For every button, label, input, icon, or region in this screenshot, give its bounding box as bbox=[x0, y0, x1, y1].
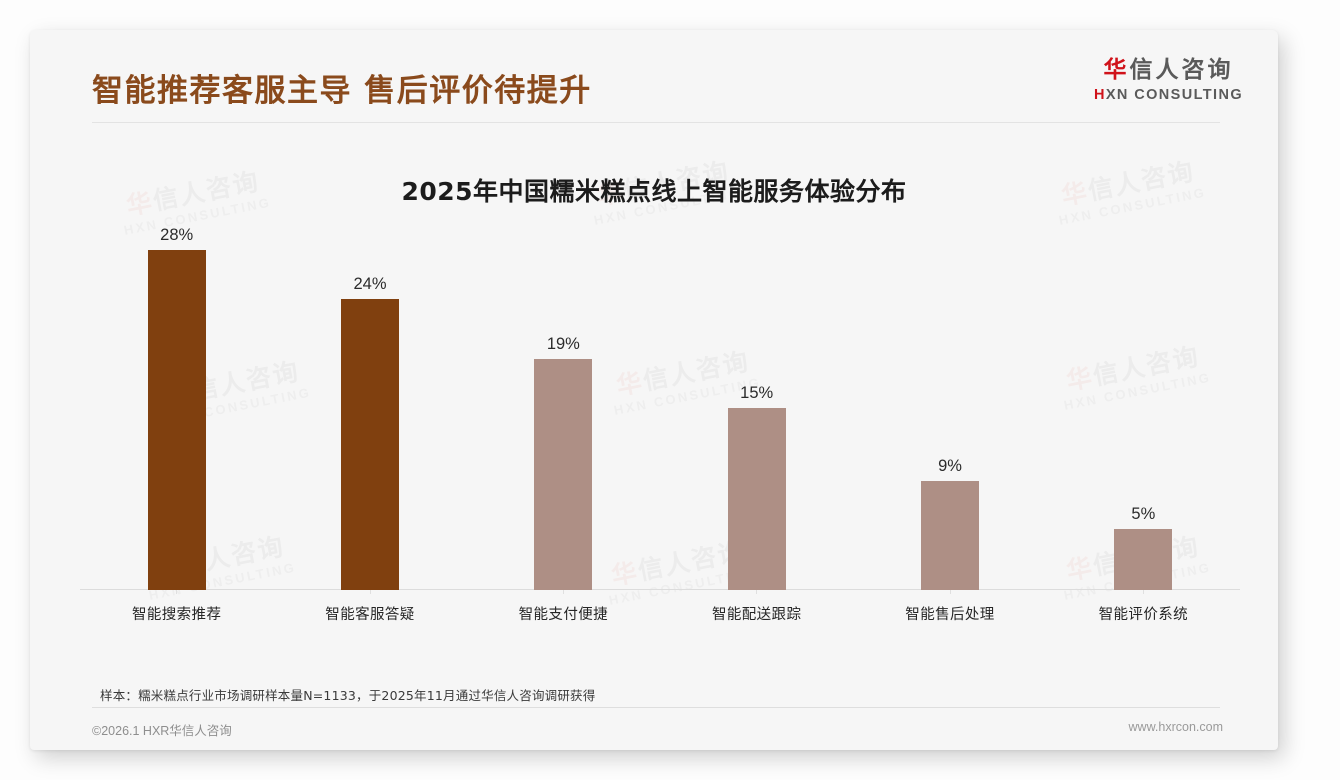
company-logo: 华信人咨询 HXN CONSULTING bbox=[1094, 50, 1243, 103]
logo-en-red: H bbox=[1093, 87, 1106, 103]
chart-bar-group[interactable]: 15% 智能配送跟踪 bbox=[692, 384, 822, 623]
category-label: 智能配送跟踪 bbox=[711, 607, 802, 623]
page-title: 智能推荐客服主导 售后评价待提升 bbox=[92, 73, 592, 109]
bar-value-label: 15% bbox=[740, 384, 774, 402]
logo-cn-rest: 信人咨询 bbox=[1129, 57, 1234, 83]
bar-value-label: 28% bbox=[160, 226, 194, 245]
axis-tick bbox=[1142, 590, 1144, 594]
chart-bar-group[interactable]: 9% 智能售后处理 bbox=[885, 457, 1015, 623]
chart-container: 2025年中国糯米糕点线上智能服务体验分布 28% 智能搜索推荐 24% 智能客服答疑… bbox=[30, 126, 1278, 686]
axis-tick bbox=[369, 590, 371, 594]
chart-bar-group[interactable]: 24% 智能客服答疑 bbox=[305, 275, 435, 623]
logo-cn-red: 华 bbox=[1103, 57, 1130, 83]
axis-tick bbox=[949, 590, 951, 594]
bar-rect[interactable] bbox=[341, 298, 399, 590]
category-label: 智能支付便捷 bbox=[518, 607, 609, 623]
axis-tick bbox=[562, 590, 564, 594]
bar-rect[interactable] bbox=[921, 480, 979, 590]
category-label: 智能客服答疑 bbox=[325, 607, 415, 623]
bar-rect[interactable] bbox=[147, 250, 206, 590]
bar-value-label: 24% bbox=[353, 274, 387, 293]
footer-website: www.hxrcon.com bbox=[1128, 720, 1223, 734]
header-divider bbox=[92, 122, 1220, 123]
chart-bar-group[interactable]: 19% 智能支付便捷 bbox=[498, 335, 628, 623]
chart-footnote: 样本：糯米糕点行业市场调研样本量N=1133，于2025年11月通过华信人咨询调… bbox=[100, 688, 596, 703]
bar-rect[interactable] bbox=[1114, 529, 1173, 590]
slide-card: 华信人咨询 HXN CONSULTING 华信人咨询 HXN CONSULTIN… bbox=[30, 30, 1278, 750]
axis-tick bbox=[176, 590, 178, 594]
footer-copyright: ©2026.1 HXR华信人咨询 bbox=[92, 724, 232, 738]
category-label: 智能售后处理 bbox=[905, 607, 995, 623]
slide-footer: ©2026.1 HXR华信人咨询 www.hxrcon.com bbox=[30, 707, 1278, 750]
axis-tick bbox=[756, 590, 758, 594]
category-label: 智能搜索推荐 bbox=[131, 607, 222, 623]
chart-plot-area: 28% 智能搜索推荐 24% 智能客服答疑 19% 智能支付便捷 15% 智能配送跟踪 9% 智能… bbox=[80, 226, 1240, 626]
chart-title: 2025年中国糯米糕点线上智能服务体验分布 bbox=[401, 177, 907, 206]
bar-value-label: 19% bbox=[546, 335, 580, 354]
chart-bar-group[interactable]: 28% 智能搜索推荐 bbox=[112, 226, 242, 623]
chart-bar-group[interactable]: 5% 智能评价系统 bbox=[1078, 505, 1208, 623]
category-label: 智能评价系统 bbox=[1098, 607, 1189, 623]
footer-divider bbox=[92, 707, 1220, 708]
slide-header: 智能推荐客服主导 售后评价待提升 华信人咨询 HXN CONSULTING bbox=[30, 30, 1278, 126]
chart-baseline-axis bbox=[80, 589, 1240, 590]
bar-value-label: 5% bbox=[1131, 505, 1156, 524]
bar-value-label: 9% bbox=[938, 456, 962, 475]
bar-rect[interactable] bbox=[534, 359, 593, 590]
logo-en-rest: XN CONSULTING bbox=[1105, 87, 1243, 103]
bar-rect[interactable] bbox=[727, 408, 786, 590]
